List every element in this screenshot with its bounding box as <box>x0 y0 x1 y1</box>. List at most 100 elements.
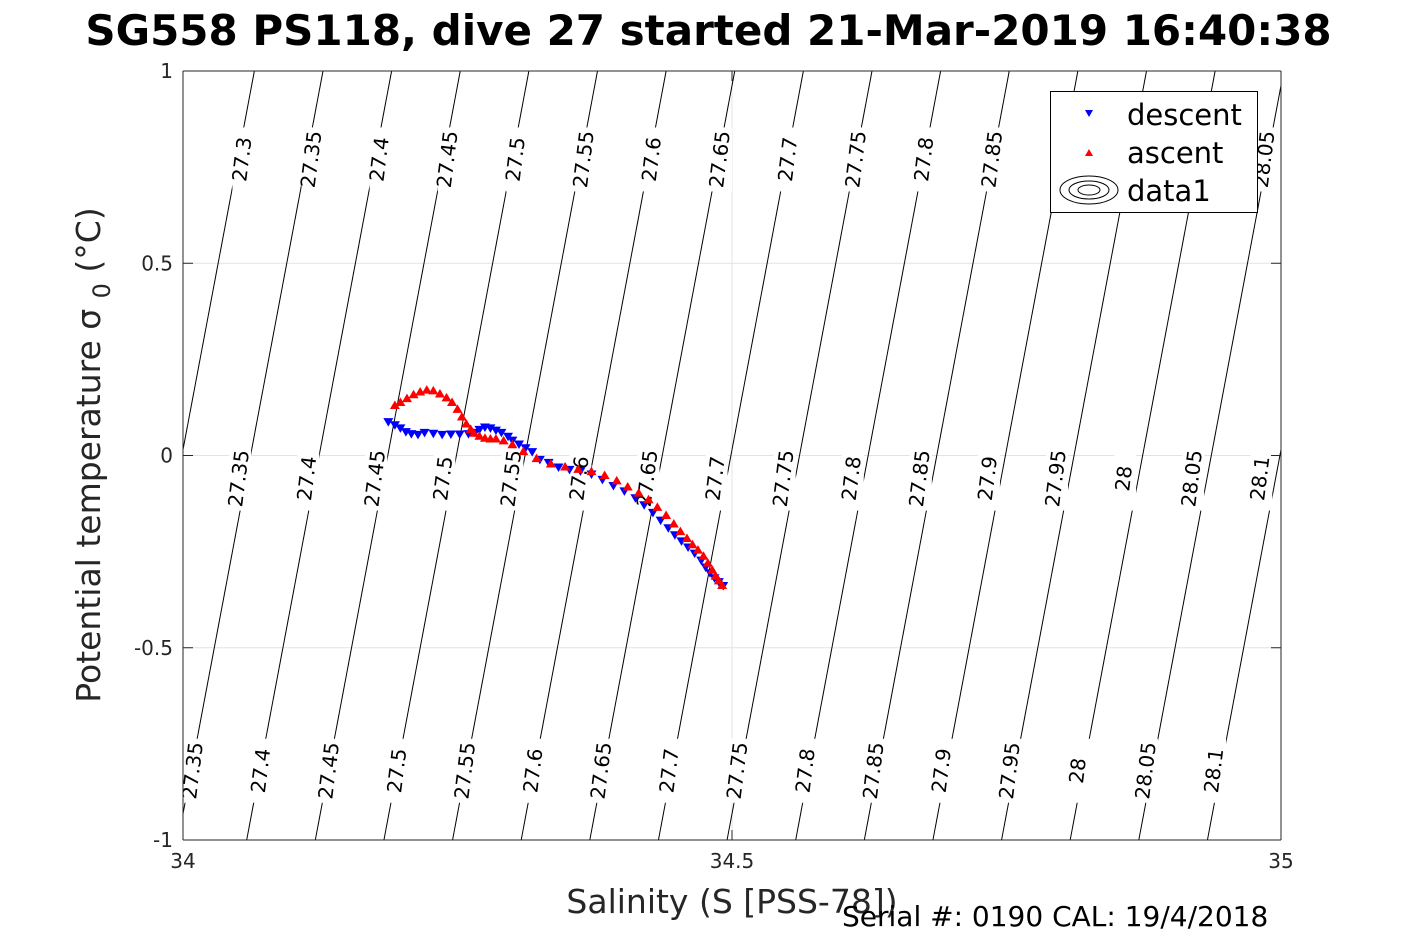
ascent-point <box>498 435 509 445</box>
ascent-point <box>456 412 467 421</box>
y-tick-label: 1 <box>160 59 173 83</box>
ascent-point <box>434 388 445 398</box>
contour-label-bg <box>1254 127 1277 192</box>
contour-label-bg <box>569 446 592 511</box>
contour-label-bg <box>1067 738 1090 803</box>
descent-point <box>490 426 501 436</box>
contour-label-bg <box>183 738 205 803</box>
descent-point <box>520 444 531 453</box>
contour-label-bg <box>982 127 1005 192</box>
ascent-point <box>599 470 610 479</box>
contour-label-bg <box>710 127 733 192</box>
y-tick-label: 0.5 <box>141 251 173 275</box>
ascent-point <box>468 428 479 437</box>
contour-label: 28 <box>1110 464 1137 492</box>
ascent-point <box>692 545 703 554</box>
y-tick-label: 0 <box>160 444 173 468</box>
ascent-point <box>441 392 452 402</box>
descent-point <box>513 440 524 449</box>
contour-label: 28.1 <box>1199 747 1228 794</box>
contour-label-bg <box>909 446 932 511</box>
descent-marker-icon <box>1085 110 1093 117</box>
contour-label-bg <box>999 738 1022 803</box>
contour-label-bg <box>1250 446 1273 511</box>
ascent-point <box>401 393 412 403</box>
descent-point <box>383 418 394 427</box>
ascent-point <box>702 558 713 567</box>
ascent-point <box>474 431 485 440</box>
ascent-point <box>611 475 622 485</box>
contour-label: 27.7 <box>773 136 802 183</box>
ascent-point <box>531 453 542 463</box>
legend-label-ascent: ascent <box>1127 136 1224 170</box>
legend-item-ascent: ascent <box>1051 134 1257 170</box>
descent-point <box>454 430 465 439</box>
contour-label: 27.9 <box>927 747 956 794</box>
ascent-point <box>452 404 463 413</box>
descent-point <box>437 430 448 440</box>
x-tick-label: 35 <box>1268 849 1293 873</box>
contour-label-bg <box>977 446 1000 511</box>
contour-label-bg <box>659 738 682 803</box>
ascent-point <box>661 510 672 519</box>
ascent-point <box>389 400 400 410</box>
ascent-point <box>573 464 584 473</box>
contour-label: 27.5 <box>501 136 530 183</box>
contour-label: 27.8 <box>791 747 820 794</box>
ascent-point <box>518 446 529 456</box>
y-axis-title: Potential temperature σ 0 (°C) <box>69 207 116 702</box>
descent-point <box>527 448 538 457</box>
calibration-footer: Serial #: 0190 CAL: 19/4/2018 <box>842 900 1269 933</box>
y-tick-label: -0.5 <box>134 636 173 660</box>
x-tick-label: 34 <box>170 849 195 873</box>
descent-point <box>553 463 564 473</box>
legend-item-data1: data1 <box>1051 172 1257 208</box>
contour-label-bg <box>1114 446 1137 511</box>
contour-label-bg <box>301 127 324 192</box>
contour-label-bg <box>437 127 460 192</box>
contour-label: 27.7 <box>654 747 683 794</box>
x-tick-label: 34.5 <box>710 849 755 873</box>
descent-point <box>412 430 423 440</box>
contour-label: 27.8 <box>837 455 866 502</box>
ascent-point <box>717 580 728 589</box>
ascent-point <box>421 385 432 394</box>
ascent-point <box>707 565 718 574</box>
x-axis-title: Salinity (S [PSS-78]) <box>566 882 897 921</box>
ascent-point <box>687 539 698 549</box>
contour-label-bg <box>641 127 664 192</box>
contour-label: 27.6 <box>564 455 593 502</box>
descent-point <box>419 428 430 438</box>
plot-contents: 27.3 27.35 27.4 27.45 27.5 27.55 27.6 27.65 27.7… <box>183 71 1281 840</box>
ascent-point <box>490 433 501 443</box>
ascent-point <box>560 462 571 471</box>
contour-label-bg <box>251 738 274 803</box>
descent-point <box>389 421 400 430</box>
ascent-point <box>681 533 692 543</box>
contour-label-bg <box>229 446 252 511</box>
contour-label-bg <box>795 738 818 803</box>
descent-point <box>428 429 439 439</box>
contour-label-bg <box>455 738 478 803</box>
contour-label-bg <box>573 127 596 192</box>
contour-label-bg <box>846 127 869 192</box>
descent-point <box>647 508 658 518</box>
contour-label-bg <box>232 127 255 192</box>
contour-label-bg <box>1204 738 1227 803</box>
contour-label-bg <box>1046 446 1069 511</box>
descent-point <box>485 424 496 433</box>
contour-label: 27.4 <box>292 455 321 502</box>
ascent-point <box>668 518 679 528</box>
ascent-marker-icon <box>1085 149 1093 156</box>
ascent-point <box>622 482 633 491</box>
contour-label: 27.9 <box>973 455 1002 502</box>
ascent-point <box>586 466 597 476</box>
legend-label-data1: data1 <box>1127 174 1211 208</box>
ascent-point <box>652 502 663 511</box>
contour-label: 27.6 <box>518 747 547 794</box>
contour-label: 27.4 <box>246 747 275 794</box>
contour-label-bg <box>841 446 864 511</box>
contour-label-bg <box>931 738 954 803</box>
contour-label-bg <box>297 446 320 511</box>
legend: descent ascent data1 <box>1050 91 1258 213</box>
